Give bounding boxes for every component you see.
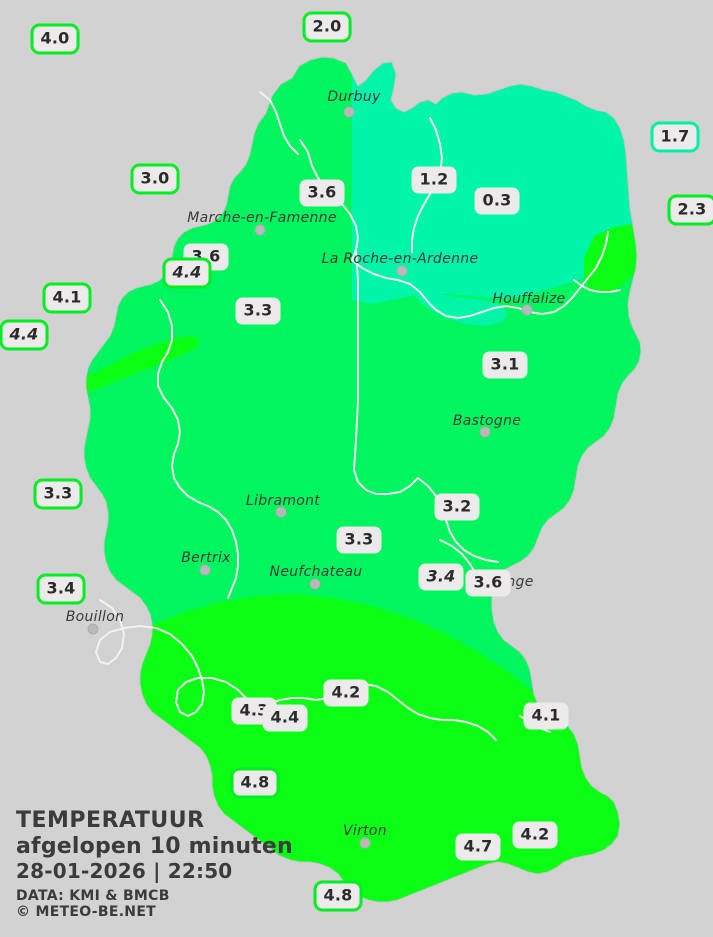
temperature-value-chip: 3.3 xyxy=(336,526,382,554)
temperature-value-chip: 4.1 xyxy=(523,702,569,730)
temperature-value-chip: 4.2 xyxy=(512,821,558,849)
city-marker-dot xyxy=(275,506,287,518)
temperature-value-chip: 3.1 xyxy=(482,351,528,379)
temperature-value-chip: 3.4 xyxy=(36,573,86,605)
city-marker-dot xyxy=(396,265,408,277)
city-marker-dot xyxy=(479,426,491,438)
city-marker-dot xyxy=(359,837,371,849)
temperature-value-chip: 4.8 xyxy=(230,767,280,799)
temperature-value-chip: 3.2 xyxy=(434,493,480,521)
city-marker-dot xyxy=(521,304,533,316)
temperature-value-chip: 0.3 xyxy=(474,187,520,215)
temperature-value-chip: 2.3 xyxy=(667,194,713,226)
city-marker-dot xyxy=(309,578,321,590)
temperature-value-chip: 4.4 xyxy=(0,319,49,351)
temperature-value-chip: 3.3 xyxy=(33,478,83,510)
temperature-value-chip: 1.7 xyxy=(650,121,700,153)
temperature-value-chip: 4.2 xyxy=(323,679,369,707)
temperature-value-chip: 4.1 xyxy=(42,282,92,314)
city-marker-dot xyxy=(199,564,211,576)
temperature-value-chip: 4.7 xyxy=(455,833,501,861)
temperature-value-chip: 2.0 xyxy=(302,11,352,43)
temperature-value-chip: 3.6 xyxy=(299,179,345,207)
temperature-value-chip: 4.4 xyxy=(262,704,308,732)
temperature-value-chip: 3.0 xyxy=(130,163,180,195)
city-marker-dot xyxy=(254,224,266,236)
temperature-value-chip: 3.3 xyxy=(235,297,281,325)
temperature-value-chip: 4.8 xyxy=(313,880,363,912)
temperature-value-chip: 4.0 xyxy=(30,23,80,55)
temperature-value-chip: 3.6 xyxy=(465,569,511,597)
city-marker-dot xyxy=(343,106,355,118)
temperature-value-chip: 4.4 xyxy=(162,257,212,289)
temperature-value-chip: 3.4 xyxy=(418,563,464,591)
temperature-value-chip: 1.2 xyxy=(411,166,457,194)
province-outline xyxy=(83,56,642,903)
city-marker-dot xyxy=(87,623,99,635)
band-cool-tongue xyxy=(416,286,508,326)
band-warm-east xyxy=(584,224,641,294)
